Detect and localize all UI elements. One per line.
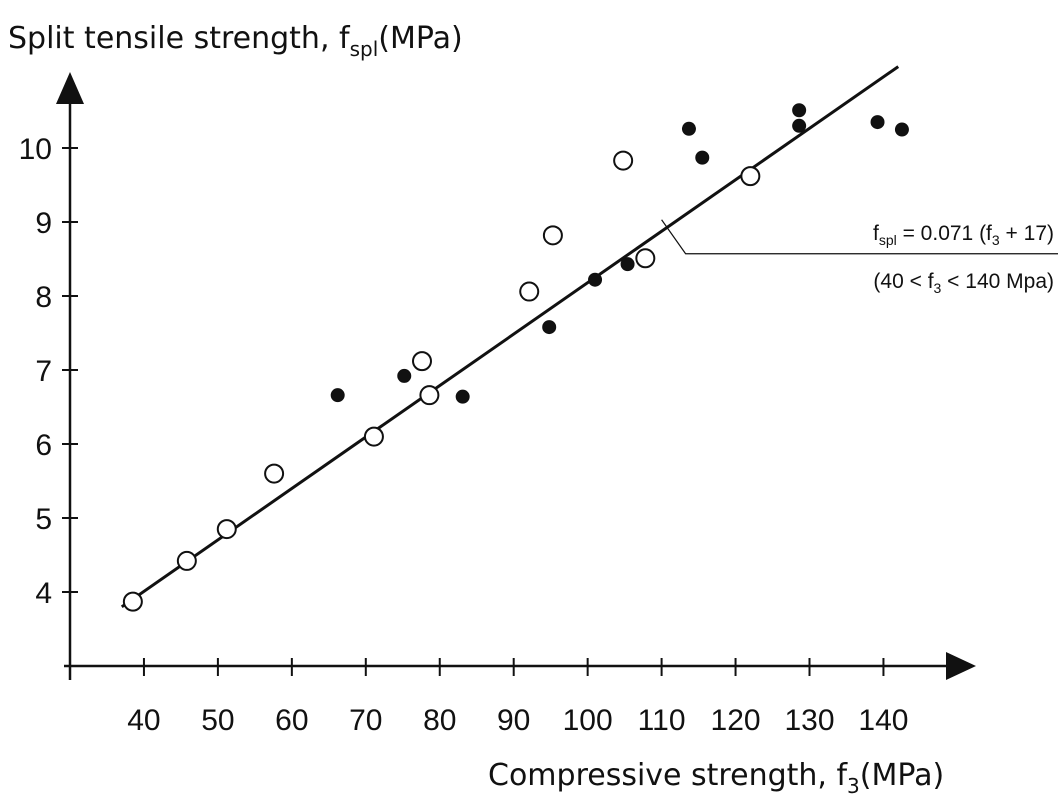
- y-axis-title-main: Split tensile strength, f: [8, 21, 351, 56]
- x-tick-label: 70: [349, 704, 382, 737]
- annotation-range-end: < 140 Mpa): [941, 270, 1054, 293]
- y-tick-label: 7: [35, 355, 52, 388]
- fit-line-group: [120, 65, 900, 609]
- annotation-equation: fspl = 0.071 (f3 + 17): [873, 222, 1054, 248]
- y-tick-label: 8: [35, 281, 52, 314]
- x-tick-label: 80: [423, 704, 456, 737]
- x-tick-label: 100: [563, 704, 613, 737]
- annotation-range: (40 < f3 < 140 Mpa): [873, 270, 1054, 296]
- annotation-eq-end: + 17): [1000, 222, 1054, 245]
- annotation-leader-line: [661, 219, 1058, 255]
- x-ticks: 40 50 60 70 80 90 100 110 120 130 140: [127, 658, 908, 737]
- x-tick-label: 130: [784, 704, 834, 737]
- x-tick-label: 50: [201, 704, 234, 737]
- annotation-eq-sub2: 3: [992, 232, 1000, 248]
- open-data-point: [412, 351, 433, 372]
- x-tick-label: 140: [858, 704, 908, 737]
- annotation-eq-sub: spl: [879, 232, 897, 248]
- filled-data-point: [397, 368, 412, 383]
- annotation-eq-f: f: [873, 222, 879, 245]
- filled-data-point: [620, 257, 635, 272]
- open-data-point: [216, 519, 237, 540]
- y-axis-title-unit: (MPa): [378, 21, 462, 56]
- open-data-point: [542, 225, 563, 246]
- annotation-range-main: (40 < f: [873, 270, 933, 293]
- filled-data-point: [542, 320, 557, 335]
- filled-data-point: [455, 389, 470, 404]
- filled-data-point: [695, 150, 710, 165]
- y-tick-label: 9: [35, 207, 52, 240]
- open-data-point: [613, 150, 634, 171]
- y-axis-arrowhead: [56, 72, 84, 104]
- filled-data-point: [330, 388, 345, 403]
- filled-data-point: [588, 272, 603, 287]
- x-axis-title-main: Compressive strength, f: [488, 758, 848, 793]
- y-tick-label: 10: [19, 133, 52, 166]
- x-tick-label: 110: [638, 704, 686, 737]
- y-tick-label: 5: [35, 503, 52, 536]
- open-data-point: [740, 166, 761, 187]
- y-tick-label: 6: [35, 429, 52, 462]
- open-data-point: [519, 281, 540, 302]
- filled-data-point: [792, 103, 807, 118]
- y-tick-label: 4: [35, 577, 52, 610]
- x-axis-title: Compressive strength, f3(MPa): [488, 758, 944, 794]
- annotation-eq-mid: = 0.071 (f: [897, 222, 992, 245]
- open-data-point: [176, 550, 197, 571]
- filled-data-point: [681, 121, 696, 136]
- x-tick-label: 40: [127, 704, 160, 737]
- filled-data-point: [870, 115, 885, 130]
- filled-data-point: [792, 118, 807, 133]
- x-tick-label: 120: [711, 704, 761, 737]
- y-axis-title: Split tensile strength, fspl(MPa): [8, 21, 463, 61]
- x-tick-label: 90: [497, 704, 530, 737]
- x-tick-label: 60: [275, 704, 308, 737]
- x-axis-title-sub: 3: [847, 774, 860, 794]
- open-data-point: [122, 591, 143, 612]
- y-axis-title-sub: spl: [350, 37, 379, 61]
- open-data-point: [363, 426, 384, 447]
- open-data-point: [419, 385, 440, 406]
- open-data-point: [635, 248, 656, 269]
- data-points: [122, 103, 909, 612]
- x-axis-arrowhead: [946, 652, 976, 680]
- filled-data-point: [894, 122, 909, 137]
- fit-line: [120, 65, 900, 609]
- open-data-point: [264, 463, 285, 484]
- annotation-range-sub: 3: [934, 280, 942, 296]
- x-axis-title-unit: (MPa): [860, 758, 944, 793]
- y-ticks: 4 5 6 7 8 9 10: [19, 133, 78, 610]
